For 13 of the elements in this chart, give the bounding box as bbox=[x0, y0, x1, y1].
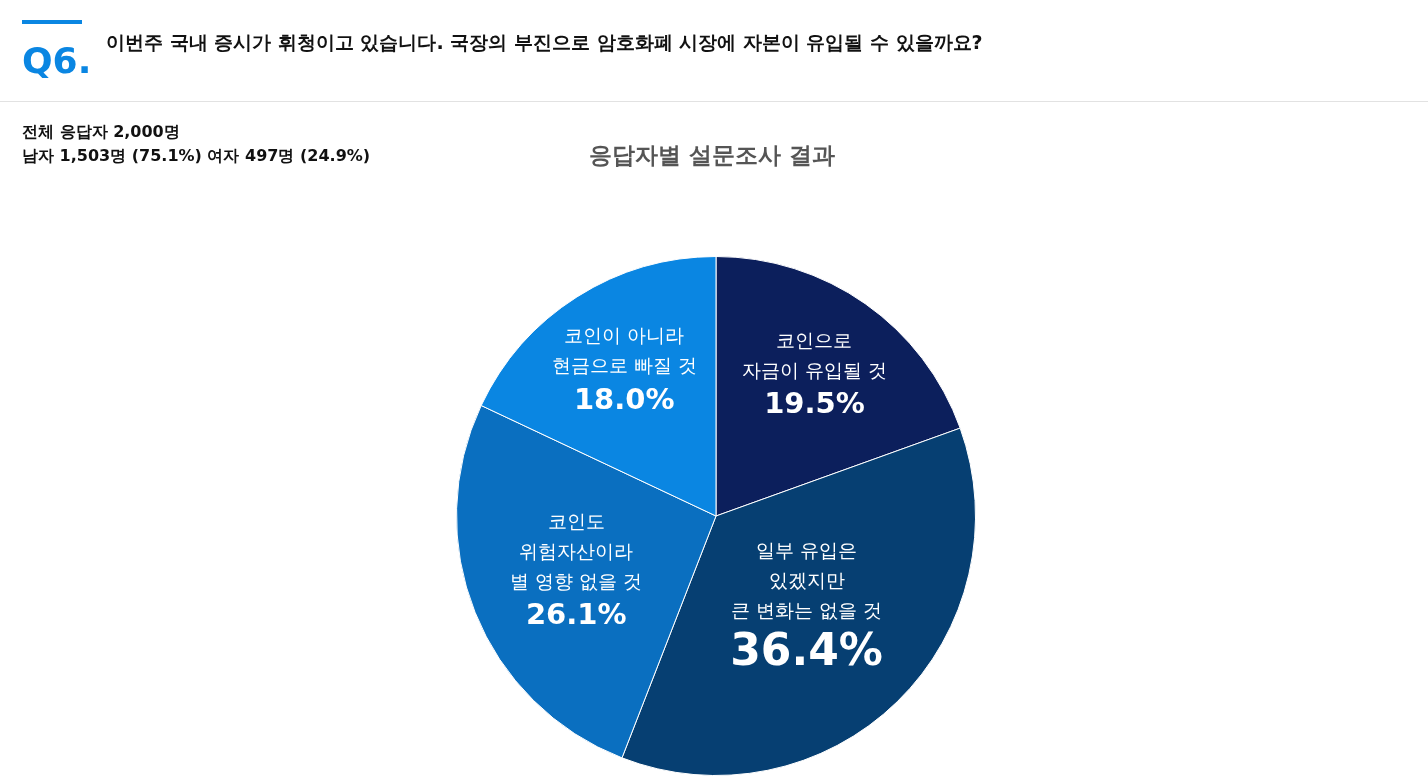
data-label: 18.0% bbox=[573, 381, 675, 416]
chart-title: 응답자별 설문조사 결과 bbox=[588, 141, 836, 170]
slice-label: 코인도 위험자산이라 별 영향 없을 것 bbox=[510, 509, 643, 592]
data-label: 26.1% bbox=[525, 597, 627, 632]
text: 전체 응답자 2,000명 bbox=[22, 122, 180, 143]
data-label: 36.4% bbox=[730, 624, 883, 676]
text: 남자 1,503명 (75.1%) 여자 497명 (24.9%) bbox=[22, 146, 371, 167]
data-label: 19.5% bbox=[764, 386, 865, 421]
slice-label: 코인이 아니라 현금으로 빠질 것 bbox=[551, 324, 697, 377]
text: 이번주 국내 증시가 휘청이고 있습니다. 국장의 부진으로 암호화폐 시장에 자본이 유입될 수 있을까요? bbox=[106, 30, 983, 55]
text: Q6. bbox=[22, 40, 92, 81]
slice-label: 코인으로 자금이 유입될 것 bbox=[741, 328, 888, 381]
slice-label: 일부 유입은 있겠지만 큰 변화는 없을 것 bbox=[731, 538, 883, 621]
